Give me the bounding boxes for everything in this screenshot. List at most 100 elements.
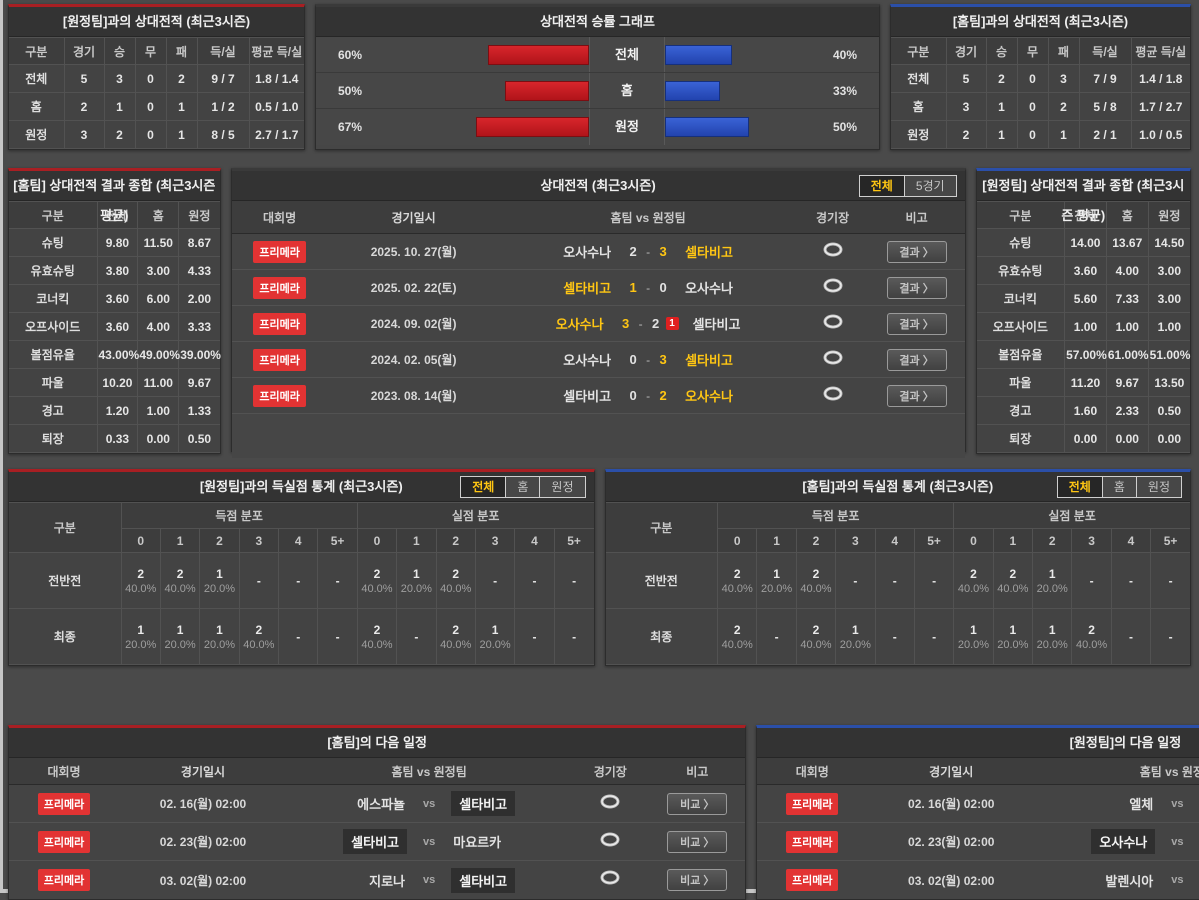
compare-button[interactable]: 비교 〉 [667, 792, 728, 815]
table-row: 파울 11.20 9.67 13.50 [976, 368, 1190, 397]
column-header: 1 [992, 528, 1034, 553]
panel-title-text: [원정팀]과의 득실점 통계 (최근3시즌) [199, 479, 403, 494]
cell: 0 [134, 120, 167, 149]
stadium-icon[interactable] [823, 350, 843, 370]
panel-title-text: [홈팀]과의 득실점 통계 (최근3시즌) [802, 479, 994, 494]
stadium-icon[interactable] [600, 870, 620, 890]
cell: 4.00 [137, 312, 180, 341]
column-header: 대회명 [795, 764, 829, 779]
empty-filler [231, 414, 965, 458]
result-button[interactable]: 결과 〉 [886, 240, 947, 263]
cell: 1.60 [1064, 396, 1107, 425]
result-button[interactable]: 결과 〉 [886, 348, 947, 371]
cell: 2 [165, 64, 198, 93]
goal-stats-tab-group: 전체 홈 원정 [1056, 475, 1182, 498]
cell: 8 / 5 [196, 120, 250, 149]
result-button[interactable]: 결과 〉 [886, 384, 947, 407]
stadium-icon[interactable] [823, 278, 843, 298]
table-row: 오프사이드 1.00 1.00 1.00 [976, 312, 1190, 341]
stadium-icon[interactable] [823, 386, 843, 406]
group-header-concede: 실점 분포 [356, 502, 594, 529]
column-header: 득/실 [196, 37, 250, 65]
header-row: 구분 전체 홈 원정 [976, 201, 1190, 229]
cell: 1 20.0% [396, 552, 437, 609]
panel-title: [원정팀]의 다음 일정 [757, 728, 1199, 758]
column-header: 구분 [9, 502, 122, 553]
cell: 1 20.0% [953, 608, 994, 665]
cell: 0.00 [137, 424, 180, 453]
compare-button[interactable]: 비교 〉 [667, 830, 728, 853]
cell: 61.00% [1105, 340, 1149, 369]
cell: 1.33 [178, 396, 220, 425]
cell: - [514, 552, 555, 609]
column-header: 2 [1031, 528, 1073, 553]
tab-all[interactable]: 전체 [859, 175, 904, 196]
panel-title: 상대전적 (최근3시즌) 전체 5경기 [231, 171, 965, 201]
cell: 3 [103, 64, 136, 93]
cell: 경고 [976, 396, 1066, 425]
cell: - [553, 552, 594, 609]
panel-title: [홈팀]의 다음 일정 [9, 728, 746, 758]
column-header: 2 [199, 528, 240, 553]
cell: - [874, 552, 915, 609]
panel-schedule-home: [홈팀]의 다음 일정 대회명 경기일시 홈팀 vs 원정팀 경기장 비고 프리… [8, 725, 747, 900]
tab-home[interactable]: 홈 [1101, 476, 1136, 497]
cell: 코너킥 [976, 284, 1066, 313]
tab-5games[interactable]: 5경기 [903, 175, 956, 196]
table-row: 홈 3 1 0 2 5 / 8 1.7 / 2.7 [891, 92, 1190, 121]
table-row: 퇴장 0.00 0.00 0.00 [976, 424, 1190, 453]
left-percent: 50% [338, 83, 363, 98]
cell: 최종 [9, 608, 122, 665]
cell: 0.00 [1064, 424, 1107, 453]
panel-win-rate-chart: 상대전적 승률 그래프 60% 전체 40% 50% 홈 33% [315, 4, 880, 150]
column-header: 홈팀 vs 원정팀 [610, 210, 686, 225]
column-header: 홈 [1105, 201, 1149, 229]
panel-schedule-away: [원정팀]의 다음 일정 대회명 경기일시 홈팀 vs 원정팀 경기장 비고 프… [756, 725, 1199, 900]
panel-title: [홈팀] 상대전적 결과 종합 (최근3시즌 평균) [9, 171, 220, 223]
tab-away[interactable]: 원정 [1135, 476, 1181, 497]
cell: - [1150, 608, 1190, 665]
panel-title: [원정팀]과의 득실점 통계 (최근3시즌) 전체 홈 원정 [9, 472, 594, 502]
table-row: 코너킥 5.60 7.33 3.00 [976, 284, 1190, 313]
right-percent: 40% [832, 47, 857, 62]
result-button[interactable]: 결과 〉 [886, 276, 947, 299]
cell: 8.67 [178, 228, 220, 257]
schedule-row: [홈팀]의 다음 일정 대회명 경기일시 홈팀 vs 원정팀 경기장 비고 프리… [8, 725, 1199, 900]
column-header: 원정 [1147, 201, 1190, 229]
column-header: 비고 [905, 210, 928, 225]
cell: 4.00 [1105, 256, 1149, 285]
cell: 2 40.0% [435, 552, 476, 609]
stadium-icon[interactable] [600, 832, 620, 852]
cell: - [835, 552, 876, 609]
cell: 0.00 [1147, 424, 1190, 453]
cell: - [874, 608, 915, 665]
cell: - [913, 552, 955, 609]
tab-away[interactable]: 원정 [539, 476, 585, 497]
stadium-icon[interactable] [823, 314, 843, 334]
header-row: 구분 득점 분포 실점 분포 [9, 502, 594, 553]
home-score: 2 [629, 244, 637, 259]
table-row: 슈팅 14.00 13.67 14.50 [976, 228, 1190, 257]
cell: 11.50 [137, 228, 180, 257]
tab-all[interactable]: 전체 [1057, 476, 1102, 497]
cell: 3 [1047, 64, 1080, 93]
compare-button[interactable]: 비교 〉 [667, 869, 728, 891]
chart-category-label: 원정 [615, 119, 639, 134]
cell: 원정 [891, 120, 947, 149]
stadium-icon[interactable] [600, 794, 620, 814]
panel-title: [홈팀]과의 상대전적 (최근3시즌) [891, 7, 1190, 37]
cell: 퇴장 [9, 424, 98, 453]
tab-home[interactable]: 홈 [505, 476, 540, 497]
stadium-icon[interactable] [823, 242, 843, 262]
result-button[interactable]: 결과 〉 [886, 312, 947, 335]
away-team: 셀타비고 [451, 867, 516, 893]
column-header: 승 [985, 37, 1018, 65]
cell: 2 [63, 92, 105, 121]
cell: - [238, 552, 280, 609]
column-header: 5+ [913, 528, 955, 553]
schedule-row-item: 프리메라 03. 02(월) 02:00 지로나 vs 셀타비고 비교 〉 [9, 861, 746, 899]
away-score: 2 [659, 388, 667, 403]
column-header: 4 [277, 528, 319, 553]
tab-all[interactable]: 전체 [461, 476, 506, 497]
table-row: 코너킥 3.60 6.00 2.00 [9, 284, 220, 313]
